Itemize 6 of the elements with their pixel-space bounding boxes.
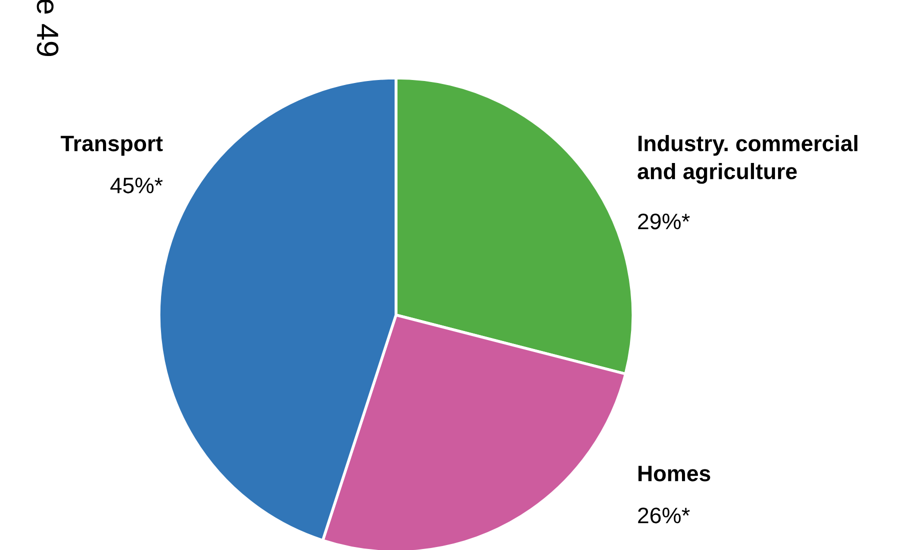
slice-label: Homes (638, 466, 710, 482)
data-label: 45%* (110, 178, 163, 194)
slice-label: Industry. commercial and agriculture (638, 135, 858, 184)
slice-label: Transport (60, 136, 163, 156)
data-label: 29%* (638, 214, 690, 230)
data-label: 26%* (638, 508, 690, 524)
